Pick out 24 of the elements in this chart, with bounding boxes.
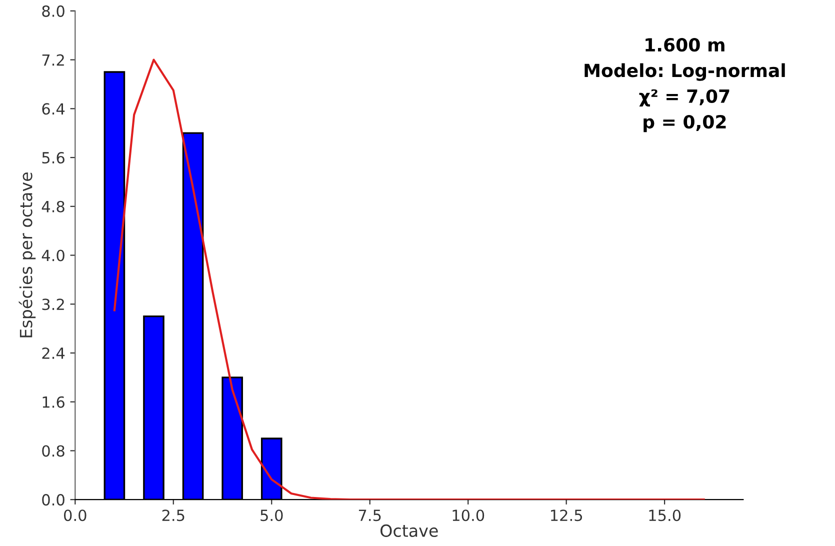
y-tick-label: 1.6 <box>42 396 64 408</box>
annotation: p = 0,02 <box>644 114 726 132</box>
y-tick-label: 0.0 <box>42 494 64 506</box>
y-tick-label: 4.8 <box>42 200 64 212</box>
y-tick-label: 4.0 <box>42 250 64 262</box>
annotation: χ² = 7,07 <box>639 89 730 106</box>
x-tick-label: 5.0 <box>260 510 283 522</box>
x-axis-title: Octave <box>380 524 438 537</box>
y-tick-label: 3.2 <box>42 298 64 310</box>
y-tick-label: 8.0 <box>42 5 64 17</box>
y-axis-title: Espécies per octave <box>18 172 36 338</box>
annotation: Modelo: Log-normal <box>584 63 785 81</box>
x-tick-label: 10.0 <box>452 510 484 522</box>
x-tick-label: 2.5 <box>162 510 184 522</box>
x-tick-label: 0.0 <box>64 510 86 522</box>
x-tick-label: 12.5 <box>550 510 582 522</box>
x-tick-label: 15.0 <box>649 510 681 522</box>
y-tick-label: 0.8 <box>42 445 64 457</box>
y-tick-label: 6.4 <box>42 103 65 115</box>
annotation: 1.600 m <box>646 38 724 52</box>
y-tick-label: 5.6 <box>42 152 64 164</box>
y-tick-label: 2.4 <box>42 347 65 359</box>
y-tick-label: 7.2 <box>42 54 64 66</box>
x-tick-label: 7.5 <box>358 510 381 522</box>
